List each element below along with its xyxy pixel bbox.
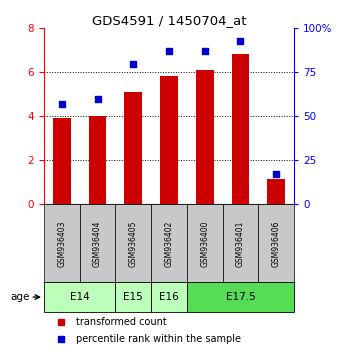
Bar [53,119,71,204]
Point [202,48,208,54]
Bar [258,204,294,282]
Bar [187,204,223,282]
Bar [44,204,80,282]
Text: E14: E14 [70,292,90,302]
Title: GDS4591 / 1450704_at: GDS4591 / 1450704_at [92,14,246,27]
Point [166,48,172,54]
Text: GSM936406: GSM936406 [272,220,281,267]
Text: E17.5: E17.5 [225,292,255,302]
Bar [160,76,178,204]
Bar [80,204,115,282]
Point [59,101,65,107]
Point [95,96,100,102]
Bar [89,116,106,204]
Text: age: age [10,292,30,302]
Text: percentile rank within the sample: percentile rank within the sample [76,334,241,344]
Bar [196,70,214,204]
Bar [187,282,294,312]
Text: GSM936404: GSM936404 [93,220,102,267]
Bar [44,282,115,312]
Text: GSM936405: GSM936405 [129,220,138,267]
Text: GSM936401: GSM936401 [236,220,245,267]
Point [238,38,243,44]
Text: E15: E15 [123,292,143,302]
Text: GSM936400: GSM936400 [200,220,209,267]
Text: E16: E16 [159,292,179,302]
Text: GSM936402: GSM936402 [165,220,173,267]
Point [273,171,279,177]
Text: GSM936403: GSM936403 [57,220,66,267]
Bar [115,282,151,312]
Point [130,61,136,66]
Text: transformed count: transformed count [76,316,167,327]
Bar [124,92,142,204]
Bar [267,179,285,204]
Bar [223,204,258,282]
Bar [151,204,187,282]
Bar [232,53,249,204]
Bar [115,204,151,282]
Bar [151,282,187,312]
